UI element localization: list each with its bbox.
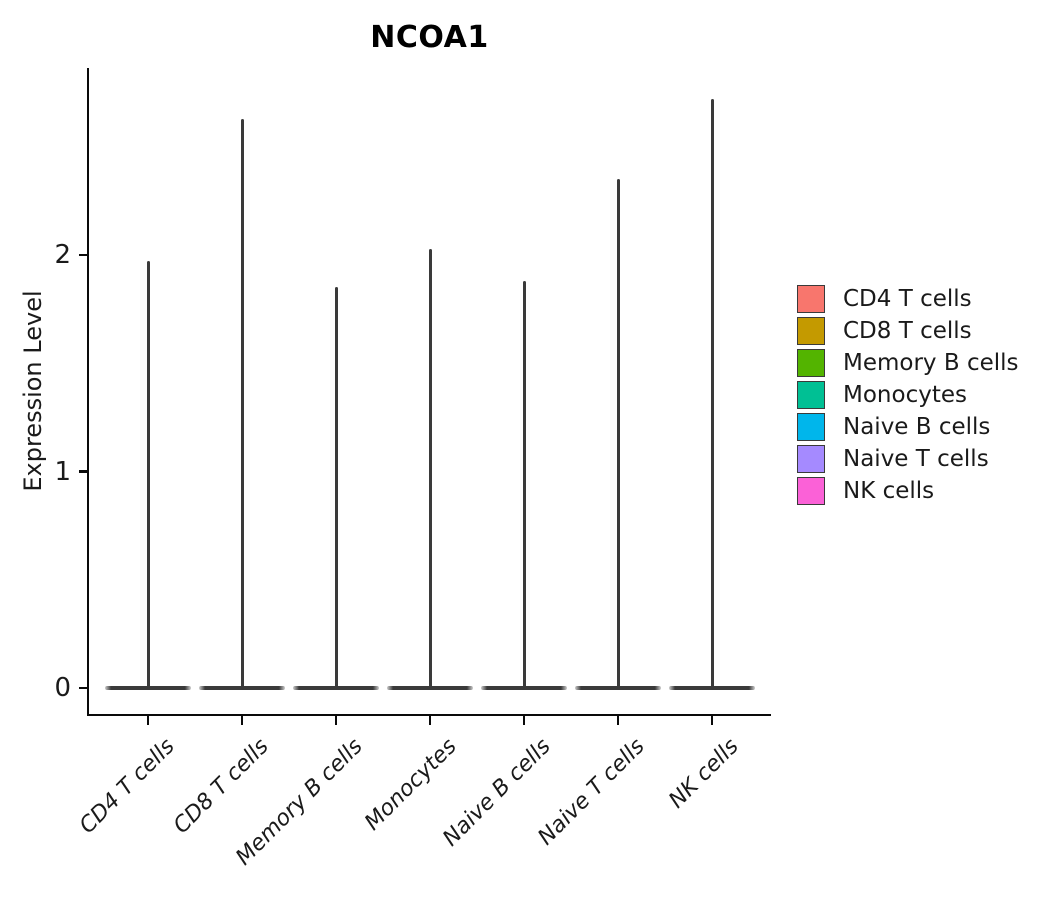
legend-swatch bbox=[797, 285, 825, 313]
legend-label: CD8 T cells bbox=[843, 318, 972, 344]
legend-item: CD8 T cells bbox=[797, 315, 1019, 347]
legend-item: Naive B cells bbox=[797, 411, 1019, 443]
violin-base bbox=[199, 686, 285, 690]
x-tick-mark bbox=[710, 716, 714, 725]
y-axis-line bbox=[87, 68, 90, 716]
legend-item: NK cells bbox=[797, 475, 1019, 507]
violin-spike bbox=[240, 118, 244, 688]
legend-label: Memory B cells bbox=[843, 350, 1019, 376]
violin-base bbox=[669, 686, 755, 690]
legend-swatch bbox=[797, 317, 825, 345]
legend-swatch bbox=[797, 381, 825, 409]
y-tick-label: 1 bbox=[54, 456, 71, 487]
violin-base bbox=[575, 686, 661, 690]
violin-spike bbox=[428, 248, 432, 688]
violin-spike bbox=[710, 99, 714, 688]
legend-item: Naive T cells bbox=[797, 443, 1019, 475]
legend-swatch bbox=[797, 349, 825, 377]
legend-swatch bbox=[797, 477, 825, 505]
violin-base bbox=[105, 686, 191, 690]
violin-spike bbox=[334, 287, 338, 688]
violin-spike bbox=[146, 261, 150, 688]
y-tick-label: 0 bbox=[54, 673, 71, 703]
violin-base bbox=[293, 686, 379, 690]
x-tick-mark bbox=[334, 716, 338, 725]
legend-item: CD4 T cells bbox=[797, 283, 1019, 315]
x-tick-mark bbox=[616, 716, 620, 725]
y-tick-mark bbox=[79, 470, 88, 473]
x-tick-label: CD4 T cells bbox=[74, 734, 180, 839]
legend-label: Naive B cells bbox=[843, 414, 991, 440]
y-tick-mark bbox=[79, 686, 88, 690]
legend-swatch bbox=[797, 413, 825, 441]
legend-swatch bbox=[797, 445, 825, 473]
x-tick-mark bbox=[146, 716, 150, 725]
legend-label: Naive T cells bbox=[843, 446, 989, 472]
chart-title: NCOA1 bbox=[370, 20, 489, 55]
legend-item: Monocytes bbox=[797, 379, 1019, 411]
violin-base bbox=[387, 686, 473, 690]
legend-label: CD4 T cells bbox=[843, 286, 972, 312]
violin-spike bbox=[522, 280, 526, 688]
x-tick-mark bbox=[240, 716, 244, 725]
legend-label: NK cells bbox=[843, 478, 935, 504]
y-tick-mark bbox=[79, 253, 88, 257]
x-axis-line bbox=[87, 714, 771, 717]
legend: CD4 T cells CD8 T cells Memory B cells Mono… bbox=[797, 283, 1019, 507]
y-tick-label: 2 bbox=[54, 240, 71, 270]
violin-base bbox=[481, 686, 567, 690]
x-tick-mark bbox=[428, 716, 432, 725]
legend-item: Memory B cells bbox=[797, 347, 1019, 379]
x-tick-mark bbox=[522, 716, 526, 725]
legend-label: Monocytes bbox=[843, 382, 967, 408]
violin-spike bbox=[616, 179, 620, 688]
